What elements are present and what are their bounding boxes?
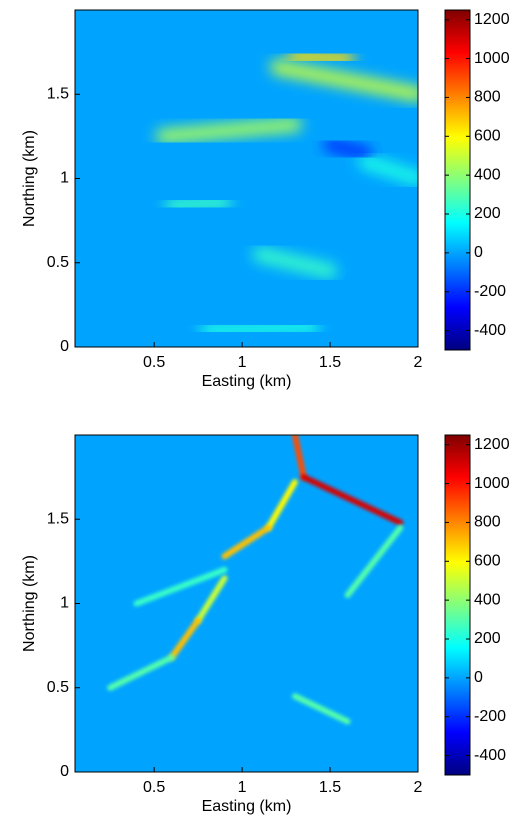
x-tick-label: 1	[238, 779, 247, 796]
colorbar	[444, 434, 471, 776]
colorbar-tick-label: 0	[474, 244, 483, 261]
colorbar-tick-label: 400	[474, 166, 501, 183]
colorbar-tick-label: 1200	[474, 11, 510, 28]
y-tick-label: 0	[60, 338, 69, 355]
panel: 0.5 1 1.5 2 0 0.5 1 1.5 Easting (km) Northing (km…	[21, 9, 510, 390]
x-axis-title: Easting (km)	[202, 798, 292, 815]
heatmap-feature	[164, 195, 232, 213]
colorbar	[444, 9, 471, 351]
x-tick-label: 2	[414, 779, 423, 796]
colorbar-tick-label: 0	[474, 669, 483, 686]
colorbar-tick-label: 800	[474, 514, 501, 531]
heatmap-feature	[291, 693, 351, 725]
heatmap-image	[75, 435, 418, 772]
heatmap-feature	[133, 566, 228, 607]
colorbar-tick-label: 1000	[474, 475, 510, 492]
heatmap-feature	[265, 479, 298, 531]
colorbar-tick-label: -400	[474, 747, 506, 764]
x-tick-label: 1	[238, 354, 247, 371]
panel: 0.5 1 1.5 2 0 0.5 1 1.5 Easting (km) Northing (km…	[21, 434, 510, 815]
heatmap-feature	[252, 247, 338, 279]
heatmap-feature	[358, 154, 418, 186]
heatmap-feature	[199, 319, 320, 338]
y-tick-label: 0	[60, 763, 69, 780]
colorbar-tick-label: 600	[474, 128, 501, 145]
colorbar-tick-label: 1200	[474, 436, 510, 453]
heatmap-background	[75, 435, 418, 772]
y-tick-label: 1	[60, 170, 69, 187]
x-tick-label: 1.5	[319, 779, 341, 796]
y-axis-title: Northing (km)	[21, 130, 38, 227]
colorbar-tick-label: 400	[474, 591, 501, 608]
colorbar-tick-label: -400	[474, 322, 506, 339]
y-tick-label: 0.5	[47, 254, 69, 271]
heatmap-feature	[291, 435, 307, 481]
y-axis-title: Northing (km)	[21, 555, 38, 652]
heatmap-feature	[300, 474, 404, 526]
heatmap-feature	[323, 137, 373, 161]
heatmap-feature	[107, 654, 175, 691]
x-tick-label: 1.5	[319, 354, 341, 371]
y-tick-label: 1	[60, 595, 69, 612]
x-tick-label: 0.5	[143, 354, 165, 371]
x-tick-label: 0.5	[143, 779, 165, 796]
colorbar-tick-label: 200	[474, 630, 501, 647]
colorbar-tick-label: -200	[474, 708, 506, 725]
heatmap-feature	[287, 48, 355, 66]
y-tick-label: 0.5	[47, 679, 69, 696]
heatmap-feature	[344, 524, 404, 599]
x-tick-label: 2	[414, 354, 423, 371]
y-tick-label: 1.5	[47, 510, 69, 527]
heatmap-feature	[270, 60, 418, 102]
y-tick-label: 1.5	[47, 85, 69, 102]
colorbar-tick-label: 1000	[474, 50, 510, 67]
heatmap-image	[75, 10, 418, 347]
x-axis-title: Easting (km)	[202, 373, 292, 390]
heatmap-feature	[155, 117, 302, 144]
heatmap-feature	[168, 617, 202, 661]
colorbar-tick-label: 600	[474, 553, 501, 570]
colorbar-tick-label: 200	[474, 205, 501, 222]
colorbar-tick-label: 800	[474, 89, 501, 106]
heatmap-feature	[221, 524, 272, 560]
colorbar-tick-label: -200	[474, 283, 506, 300]
heatmap-feature	[195, 575, 228, 624]
